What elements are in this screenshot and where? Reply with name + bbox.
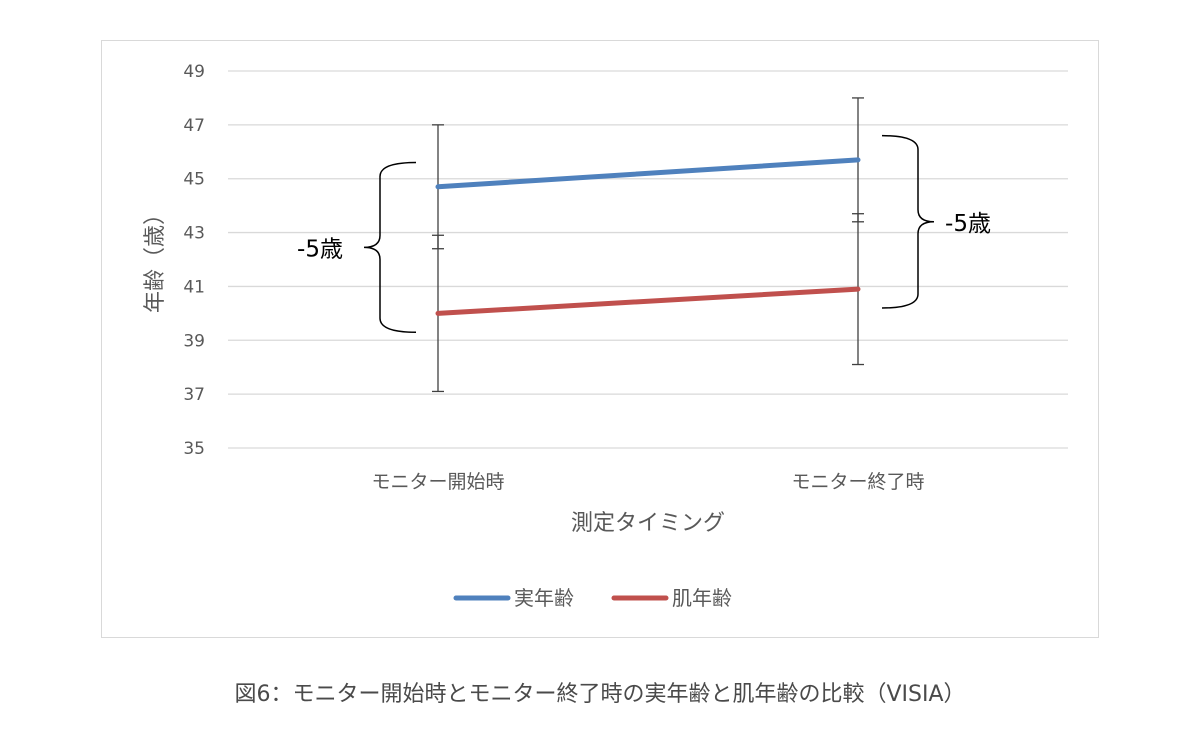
annotation-brace bbox=[881, 134, 935, 309]
y-tick-label: 43 bbox=[183, 224, 205, 244]
y-tick-label: 41 bbox=[183, 277, 205, 297]
y-tick-label: 49 bbox=[183, 62, 205, 82]
y-axis-title: 年齢（歳） bbox=[143, 203, 168, 313]
y-tick-label: 45 bbox=[183, 170, 205, 190]
legend-label: 実年齢 bbox=[514, 586, 574, 610]
series-line bbox=[435, 286, 861, 316]
gridlines bbox=[228, 70, 1068, 449]
annotation-label: -5歳 bbox=[297, 236, 343, 262]
y-tick-labels: 35 37 39 41 43 45 47 49 bbox=[183, 62, 205, 459]
figure-caption: 図6：モニター開始時とモニター終了時の実年齢と肌年齢の比較（VISIA） bbox=[234, 682, 966, 707]
x-axis-title: 測定タイミング bbox=[571, 511, 725, 536]
y-tick-label: 39 bbox=[183, 331, 205, 351]
x-category-label: モニター開始時 bbox=[371, 471, 504, 493]
error-bars bbox=[432, 97, 864, 393]
series-line bbox=[435, 157, 861, 190]
chart-frame bbox=[101, 40, 1099, 638]
y-tick-label: 35 bbox=[183, 439, 205, 459]
annotation-label: -5歳 bbox=[945, 211, 991, 237]
legend: 実年齢 肌年齢 bbox=[453, 586, 732, 610]
x-category-labels: モニター開始時 モニター終了時 bbox=[371, 471, 924, 493]
series-lines bbox=[435, 157, 861, 316]
legend-label: 肌年齢 bbox=[672, 586, 732, 610]
y-tick-label: 37 bbox=[183, 385, 205, 405]
y-tick-label: 47 bbox=[183, 116, 205, 136]
annotation-brace bbox=[363, 161, 417, 333]
annotations: -5歳 -5歳 bbox=[297, 134, 991, 333]
x-category-label: モニター終了時 bbox=[791, 471, 924, 493]
